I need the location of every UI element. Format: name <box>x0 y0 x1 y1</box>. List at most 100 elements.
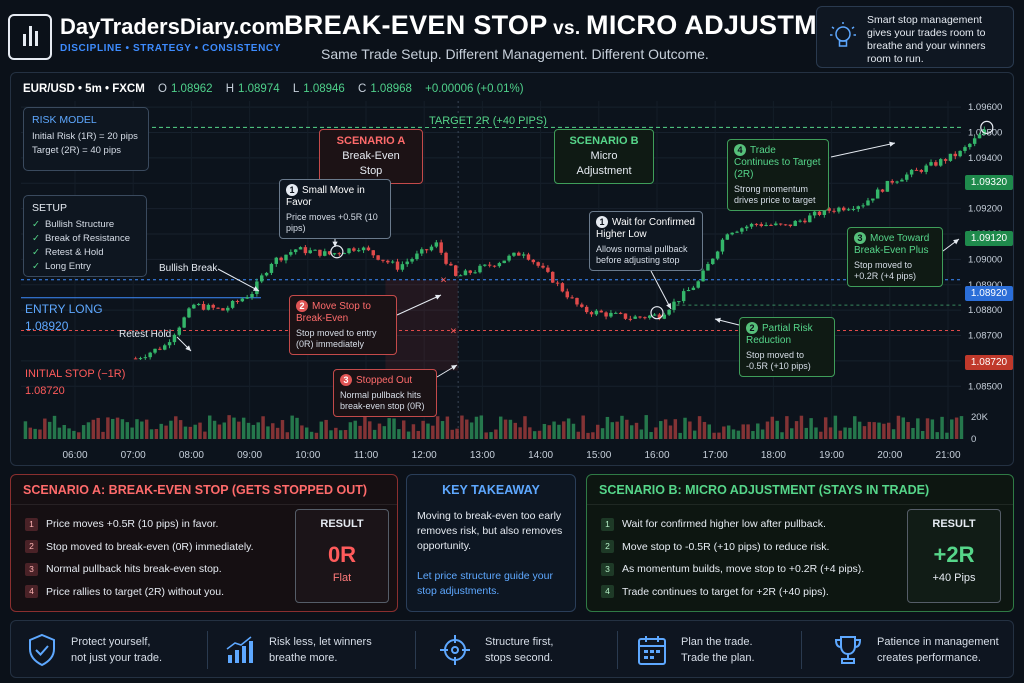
stop-marker: × <box>440 275 446 287</box>
key-takeaway-link: Let price structure guide your stop adju… <box>417 570 553 597</box>
candle <box>386 260 390 263</box>
candle <box>531 259 536 263</box>
candle <box>943 159 948 161</box>
volume-bar <box>528 427 532 439</box>
tip-box: Smart stop management gives your trades … <box>816 6 1014 68</box>
volume-bar <box>111 418 115 439</box>
volume-bar <box>295 417 299 439</box>
trophy-icon <box>834 636 862 664</box>
volume-bar <box>431 425 435 439</box>
candle <box>628 318 633 320</box>
candle <box>822 208 827 215</box>
key-takeaway-title: KEY TAKEAWAY <box>442 483 540 497</box>
highlight-circle <box>330 245 344 259</box>
candle <box>643 317 647 319</box>
volume-bar <box>620 415 624 439</box>
candle <box>652 314 657 316</box>
volume-bar <box>775 420 779 439</box>
candle <box>584 306 589 313</box>
close-value: 1.08968 <box>370 83 412 95</box>
annotation-arrow <box>217 268 260 292</box>
candle <box>968 143 972 148</box>
volume-bar <box>154 429 159 439</box>
candle <box>982 129 987 135</box>
volume-bar <box>130 427 134 439</box>
check-icon: ✓ <box>32 219 40 230</box>
candle <box>502 260 506 264</box>
y-tick-label: 1.09600 <box>968 102 1002 113</box>
candle <box>138 358 143 360</box>
chart-panel: 1.096001.095001.094001.093001.092001.091… <box>10 72 1014 466</box>
y-tick-label: 1.08500 <box>968 381 1002 392</box>
candle <box>958 150 962 157</box>
setup-item: ✓ Retest & Hold <box>32 247 104 258</box>
volume-bar <box>280 420 285 439</box>
stop-price: 1.08720 <box>25 385 65 397</box>
arrow-head <box>185 345 191 351</box>
candle <box>555 282 560 284</box>
volume-bar <box>222 422 226 439</box>
candle <box>580 304 584 307</box>
volume-bar <box>925 418 930 439</box>
price-tag-2: 1.09120 <box>965 231 1013 246</box>
volume-bar <box>954 417 959 439</box>
candle <box>357 250 361 252</box>
volume-bar <box>72 430 76 439</box>
scenario-a-result: RESULT 0R Flat <box>295 509 389 603</box>
arrow-head <box>451 365 457 371</box>
candle <box>390 261 395 263</box>
x-tick-label: 17:00 <box>703 450 728 461</box>
footer-item: Structure first, stops second. <box>439 629 553 671</box>
shield-check-icon <box>29 633 55 667</box>
candle <box>720 239 725 252</box>
volume-bar <box>455 428 459 439</box>
volume-bar <box>159 423 163 439</box>
volume-bar <box>896 415 901 439</box>
volume-bar <box>785 416 789 439</box>
candle <box>216 307 220 309</box>
step-number: 3 <box>340 374 352 386</box>
candle <box>798 220 802 222</box>
lightbulb-icon <box>830 22 856 47</box>
candle <box>589 312 594 315</box>
candle <box>429 246 434 251</box>
bar-chart-up-icon <box>226 636 253 663</box>
volume-bar <box>334 427 338 439</box>
candle <box>381 259 385 261</box>
volume-bar <box>305 427 309 439</box>
calendar-icon <box>638 636 666 665</box>
footer-item: Plan the trade. Trade the plan. <box>637 629 755 671</box>
volume-bar <box>368 421 372 439</box>
volume-bar <box>678 432 682 439</box>
volume-bar <box>765 421 770 439</box>
volume-bar <box>853 416 857 439</box>
candle <box>754 223 759 225</box>
change-value: +0.00006 (+0.01%) <box>425 83 524 95</box>
step-number: 1 <box>596 216 608 228</box>
volume-bar <box>726 425 731 439</box>
scenario-a-panel: SCENARIO A: BREAK-EVEN STOP (GETS STOPPE… <box>10 474 398 612</box>
volume-bar <box>629 425 634 439</box>
candle <box>604 312 608 317</box>
candle <box>420 249 424 254</box>
volume-bar <box>135 419 139 439</box>
volume-bar <box>232 417 236 439</box>
volume-bar <box>712 432 716 439</box>
candle <box>565 291 569 298</box>
volume-bar <box>891 429 896 439</box>
volume-bar <box>406 431 411 439</box>
volume-bar <box>479 415 484 439</box>
footer-divider <box>207 631 208 669</box>
candle <box>546 267 550 272</box>
step-number: 3 <box>854 232 866 244</box>
candle <box>953 153 957 157</box>
risk-model-box: RISK MODEL Initial Risk (1R) = 20 pips T… <box>23 107 149 171</box>
volume-bar <box>144 419 149 439</box>
volume-bar <box>693 430 697 439</box>
volume-bar <box>450 429 454 439</box>
volume-bar <box>290 415 294 439</box>
candle <box>327 251 332 255</box>
target-label: TARGET 2R (+40 PIPS) <box>425 115 551 127</box>
volume-bar <box>887 422 891 439</box>
candle <box>609 312 613 317</box>
